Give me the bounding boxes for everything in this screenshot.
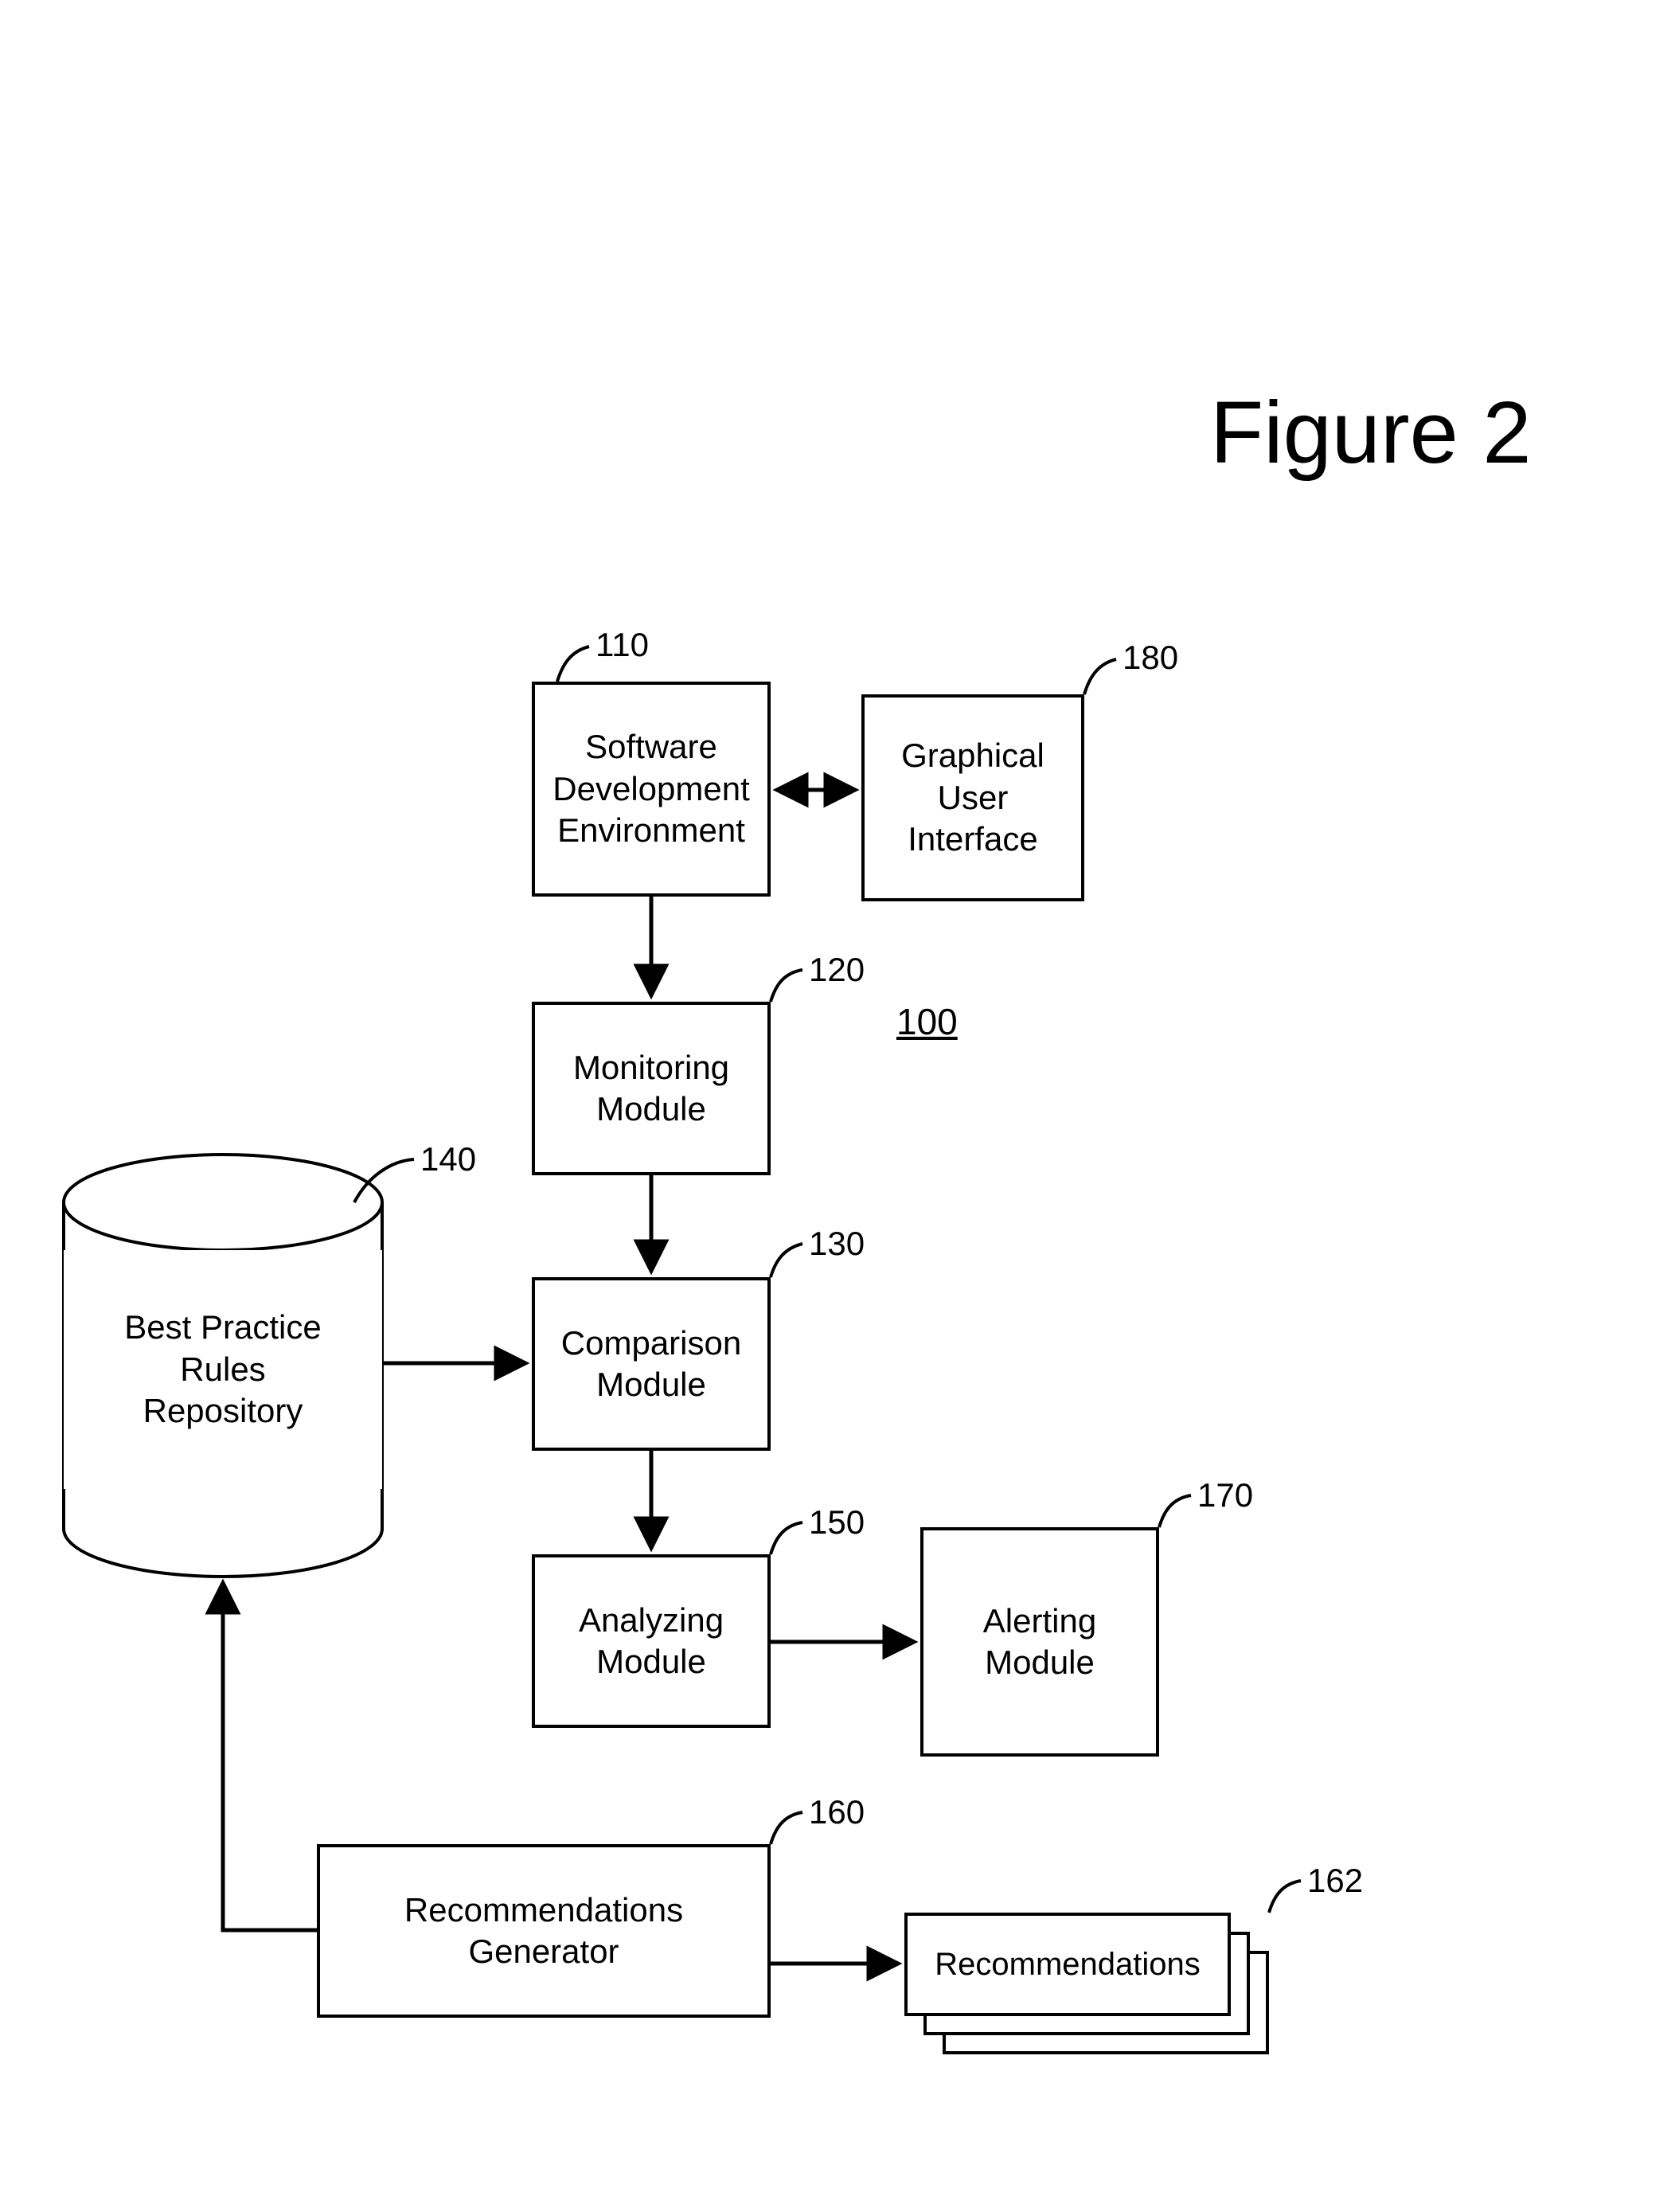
arrows-overlay [0, 0, 1675, 2212]
node-alerting-module: Alerting Module [920, 1527, 1159, 1757]
leader-gui [1084, 659, 1116, 694]
ref-comparison: 130 [809, 1225, 865, 1263]
leader-comparison [771, 1244, 802, 1277]
leader-monitoring [771, 970, 802, 1002]
leader-analyzing [771, 1522, 802, 1554]
ref-monitoring: 120 [809, 951, 865, 989]
diagram-canvas: Figure 2 100 Best Practice Rules Reposit… [0, 0, 1675, 2212]
central-ref: 100 [896, 1000, 958, 1043]
ref-recommendations: 162 [1307, 1862, 1363, 1900]
leader-alerting [1159, 1495, 1191, 1527]
ref-repository: 140 [420, 1140, 476, 1178]
ref-gui: 180 [1123, 639, 1178, 677]
ref-sde: 110 [595, 626, 649, 664]
node-analyzing-module: Analyzing Module [532, 1554, 771, 1728]
node-graphical-user-interface: Graphical User Interface [861, 694, 1084, 901]
node-monitoring-module: Monitoring Module [532, 1002, 771, 1175]
leader-sde [557, 647, 589, 682]
edge-recgen-repository [223, 1585, 317, 1930]
node-recommendations-generator: Recommendations Generator [317, 1844, 771, 2018]
ref-recgen: 160 [809, 1793, 865, 1831]
leader-recommendations [1269, 1881, 1301, 1913]
figure-title: Figure 2 [1210, 382, 1532, 483]
cylinder-repository-shape [0, 0, 1675, 2212]
node-software-dev-env: Software Development Environment [532, 682, 771, 897]
ref-alerting: 170 [1197, 1476, 1253, 1514]
repository-label: Best Practice Rules Repository [64, 1250, 382, 1489]
ref-analyzing: 150 [809, 1503, 865, 1542]
leader-repository [354, 1159, 414, 1202]
node-comparison-module: Comparison Module [532, 1277, 771, 1451]
leader-recgen [771, 1812, 802, 1844]
recommendations-sheet-1: Recommendations [904, 1913, 1231, 2016]
